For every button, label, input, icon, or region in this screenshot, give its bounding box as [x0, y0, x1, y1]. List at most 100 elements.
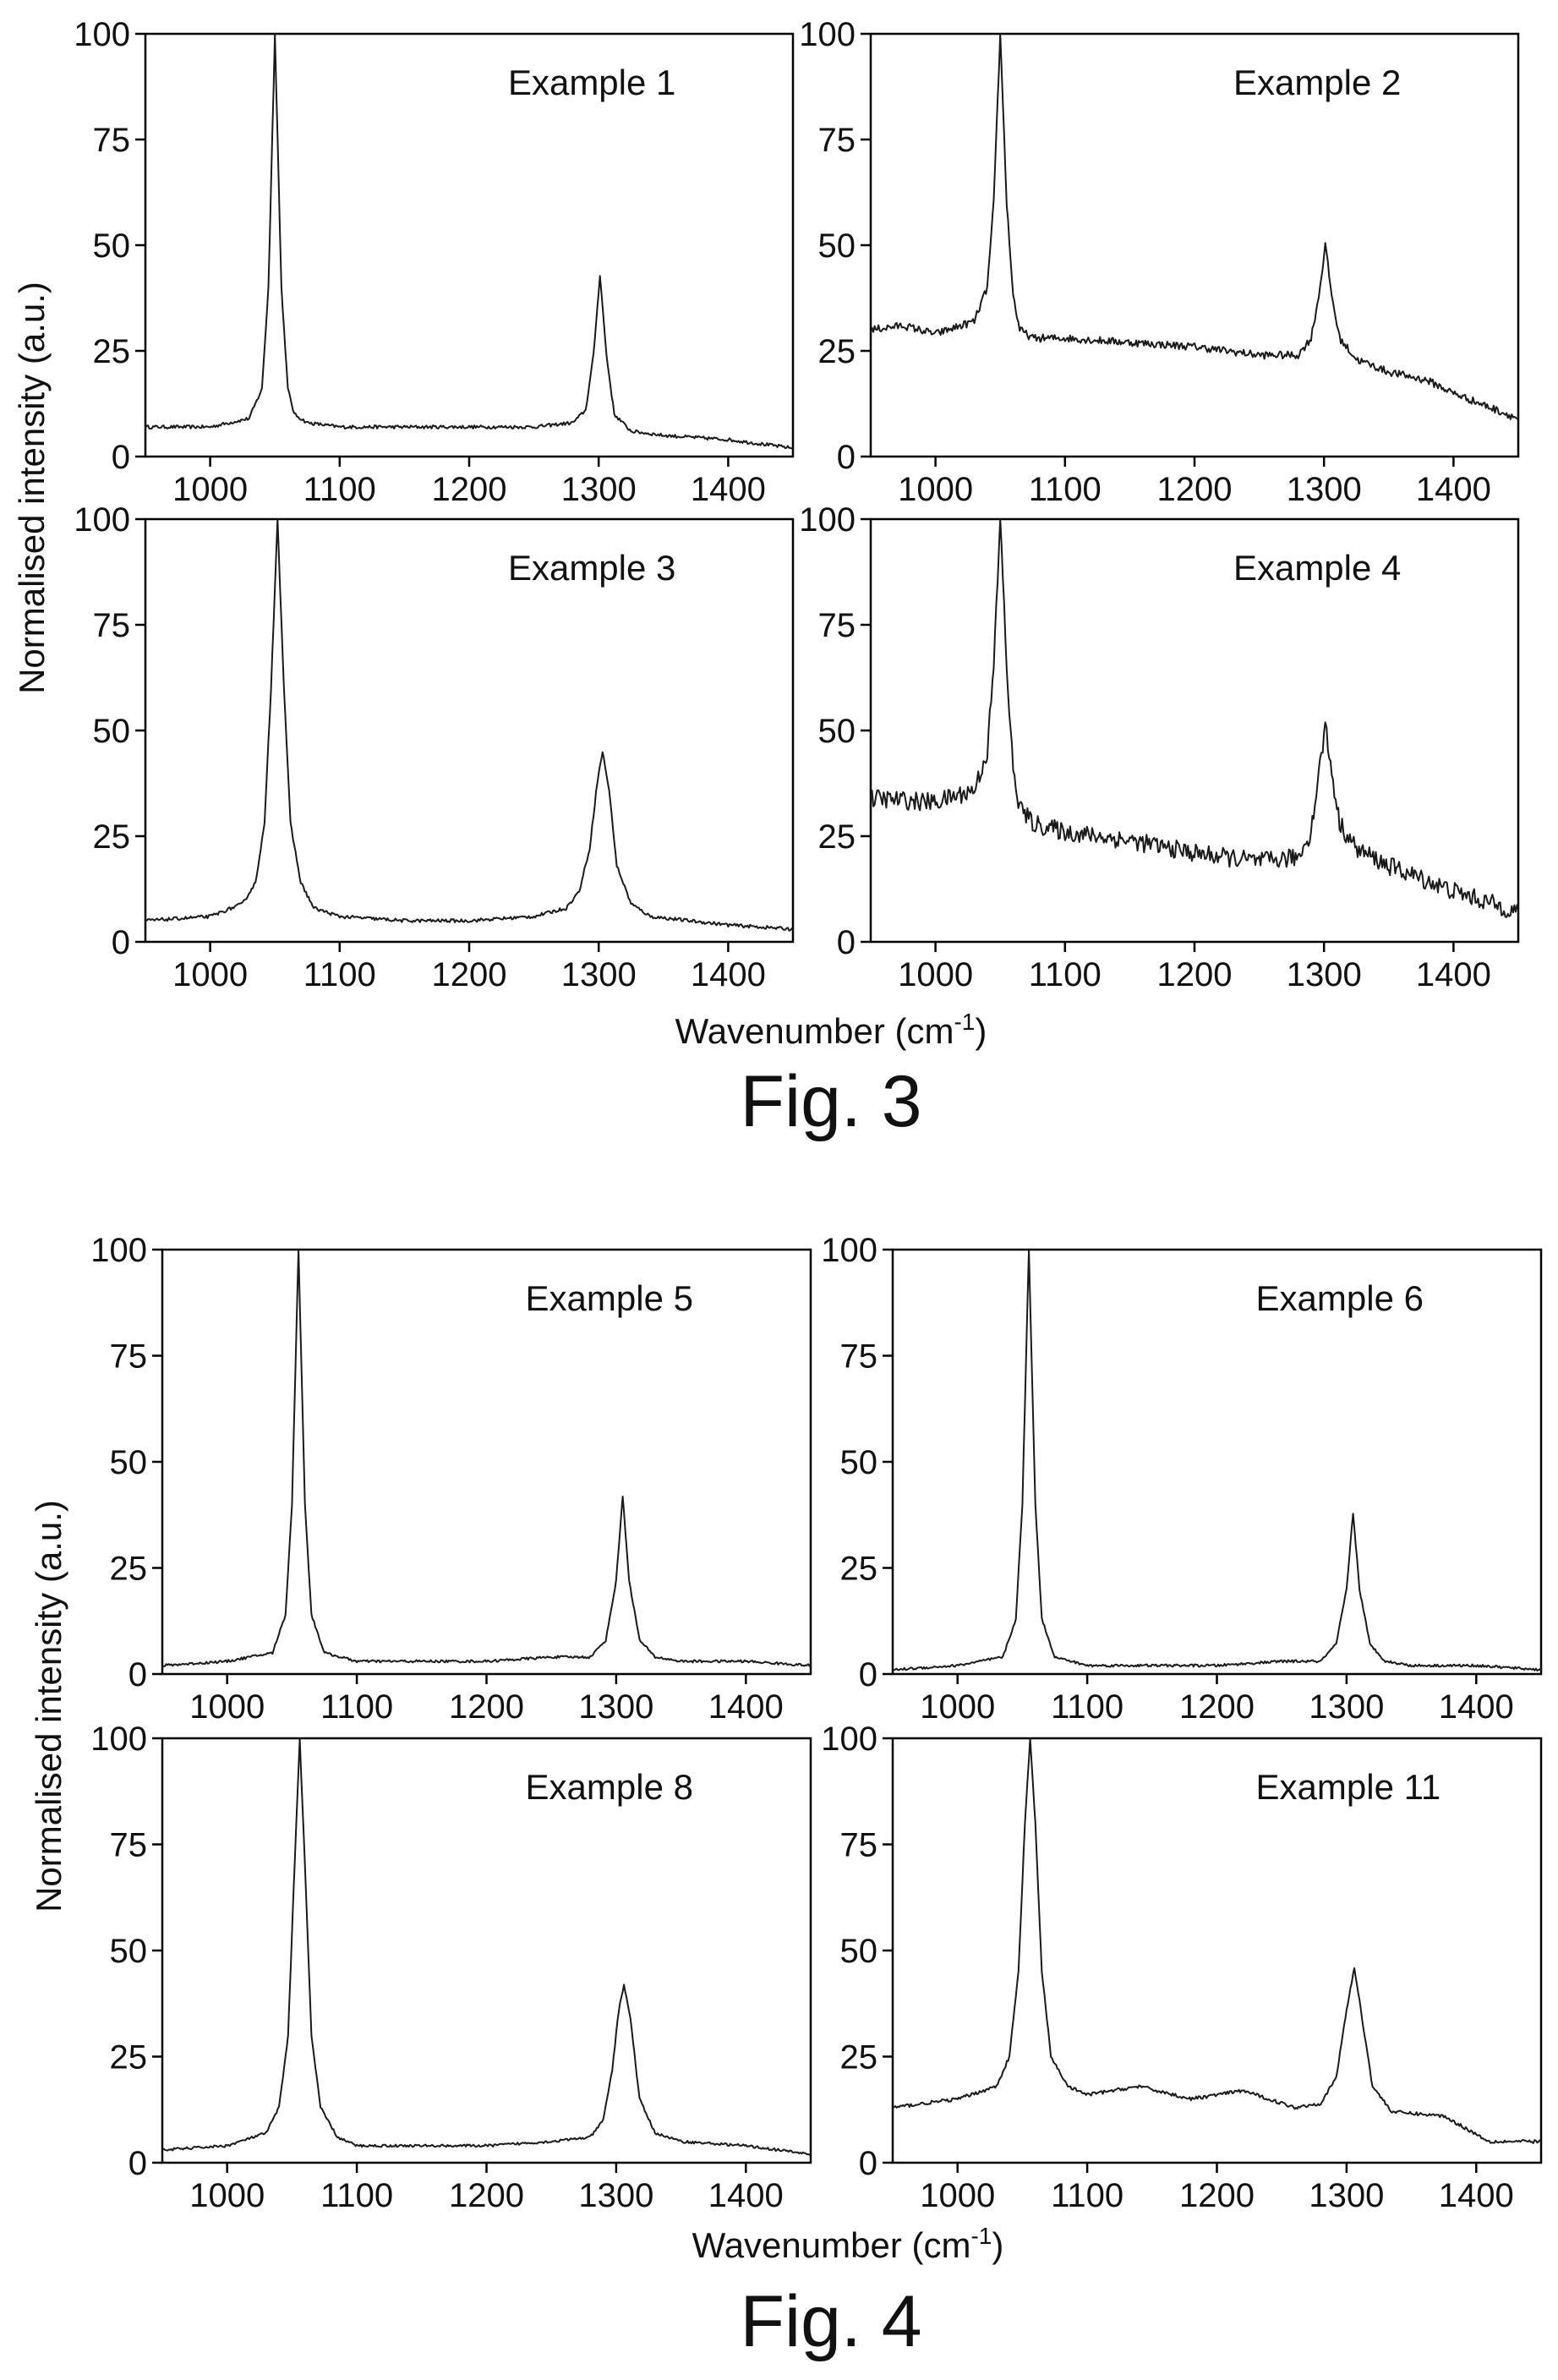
plot-frame [869, 517, 1520, 944]
panel-example-1: 0 25 50 75 100 1000 1100 1200 1300 1400 Example 1 [74, 16, 795, 508]
x-tick-label: 1000 [172, 956, 248, 993]
panel-example-6: 0 25 50 75 100 1000 1100 1200 1300 1400 Example 6 [821, 1232, 1543, 1726]
x-tick-label: 1200 [432, 956, 507, 993]
y-tick-label: 25 [93, 818, 131, 856]
x-tick-label: 1100 [1029, 471, 1102, 508]
panel-label: Example 4 [1233, 548, 1401, 588]
panel-label: Example 3 [508, 548, 675, 588]
y-tick-label: 100 [74, 16, 130, 53]
y-tick-label: 50 [840, 1933, 878, 1970]
panel-example-4: 0 25 50 75 100 1000 1100 1200 1300 1400 Example 4 [799, 501, 1520, 993]
y-tick-label: 100 [90, 1232, 147, 1269]
x-tick-label: 1400 [1416, 956, 1491, 993]
y-tick-label: 0 [859, 2145, 877, 2182]
x-tick-label: 1100 [1051, 1688, 1123, 1726]
y-tick-label: 25 [93, 333, 131, 370]
y-tick-label: 0 [837, 924, 856, 961]
y-tick-label: 100 [74, 501, 130, 539]
y-tick-label: 25 [840, 1551, 878, 1588]
y-tick-label: 100 [90, 1721, 147, 1758]
spectrum-series [892, 1249, 1542, 1671]
y-tick-label: 75 [93, 122, 131, 159]
plot-frame [891, 1737, 1543, 2164]
x-tick-label: 1300 [578, 2177, 653, 2214]
y-tick-label: 50 [818, 713, 856, 750]
y-tick-label: 0 [112, 924, 130, 961]
y-tick-label: 75 [93, 607, 131, 644]
panel-label: Example 6 [1256, 1278, 1424, 1318]
y-tick-label: 75 [818, 122, 856, 159]
y-tick-label: 50 [840, 1444, 878, 1481]
panel-example-3: 0 25 50 75 100 1000 1100 1200 1300 1400 Example 3 [74, 501, 795, 993]
x-tick-label: 1100 [1029, 956, 1102, 993]
y-tick-label: 25 [110, 2039, 148, 2076]
plot-frame [161, 1248, 812, 1676]
y-tick-label: 75 [110, 1338, 148, 1376]
x-tick-label: 1000 [898, 471, 973, 508]
plot-frame [869, 32, 1520, 458]
y-tick-label: 50 [110, 1933, 148, 1970]
panel-label: Example 8 [526, 1767, 693, 1807]
x-tick-label: 1200 [1179, 2177, 1255, 2214]
y-tick-label: 0 [128, 2145, 147, 2182]
y-tick-label: 0 [128, 1656, 147, 1693]
panel-example-11: 0 25 50 75 100 1000 1100 1200 1300 1400 Example 11 [821, 1721, 1543, 2214]
x-tick-label: 1000 [189, 1688, 265, 1726]
panel-label: Example 11 [1256, 1767, 1441, 1807]
x-axis-title: Wavenumber (cm-1) [675, 1009, 987, 1051]
x-tick-label: 1100 [303, 956, 376, 993]
panel-label: Example 5 [526, 1278, 693, 1318]
spectrum-series [870, 33, 1519, 420]
y-tick-label: 100 [821, 1721, 877, 1758]
x-tick-label: 1200 [432, 471, 507, 508]
panel-example-2: 0 25 50 75 100 1000 1100 1200 1300 1400 Example 2 [799, 16, 1520, 508]
y-tick-label: 75 [110, 1827, 148, 1864]
x-tick-label: 1400 [691, 956, 766, 993]
y-tick-label: 25 [110, 1551, 148, 1588]
spectrum-series [161, 1737, 812, 2156]
x-tick-label: 1000 [189, 2177, 265, 2214]
x-tick-label: 1000 [172, 471, 248, 508]
x-tick-label: 1300 [1309, 2177, 1384, 2214]
y-tick-label: 100 [799, 16, 856, 53]
spectrum-series [145, 518, 794, 932]
plot-frame [161, 1737, 812, 2164]
panel-label: Example 1 [508, 63, 675, 102]
x-tick-label: 1300 [1287, 956, 1362, 993]
y-tick-label: 100 [821, 1232, 877, 1269]
plot-frame [891, 1248, 1543, 1676]
panel-label: Example 2 [1233, 63, 1401, 102]
x-tick-label: 1300 [1287, 471, 1362, 508]
x-tick-label: 1400 [708, 1688, 784, 1726]
x-tick-label: 1400 [691, 471, 766, 508]
panel-example-8: 0 25 50 75 100 1000 1100 1200 1300 1400 Example 8 [90, 1721, 812, 2214]
figure-caption: Fig. 3 [740, 1061, 921, 1142]
spectrum-series [145, 33, 794, 450]
y-tick-label: 50 [110, 1444, 148, 1481]
x-tick-label: 1000 [920, 1688, 995, 1726]
x-tick-label: 1000 [920, 2177, 995, 2214]
x-tick-label: 1100 [320, 1688, 393, 1726]
x-tick-label: 1300 [578, 1688, 653, 1726]
y-tick-label: 25 [818, 333, 856, 370]
y-tick-label: 0 [837, 439, 856, 476]
x-tick-label: 1300 [561, 956, 637, 993]
y-tick-label: 25 [818, 818, 856, 856]
y-tick-label: 75 [840, 1827, 878, 1864]
y-tick-label: 50 [93, 713, 131, 750]
x-tick-label: 1000 [898, 956, 973, 993]
figure-caption: Fig. 4 [740, 2281, 921, 2362]
x-tick-label: 1100 [1051, 2177, 1123, 2214]
y-tick-label: 0 [112, 439, 130, 476]
plot-frame [144, 32, 795, 458]
spectrum-series [161, 1249, 812, 1667]
plot-frame [144, 517, 795, 944]
x-tick-label: 1300 [561, 471, 637, 508]
spectrum-series [893, 1737, 1542, 2144]
x-tick-label: 1200 [1157, 471, 1233, 508]
y-tick-label: 75 [818, 607, 856, 644]
x-tick-label: 1400 [1439, 1688, 1514, 1726]
